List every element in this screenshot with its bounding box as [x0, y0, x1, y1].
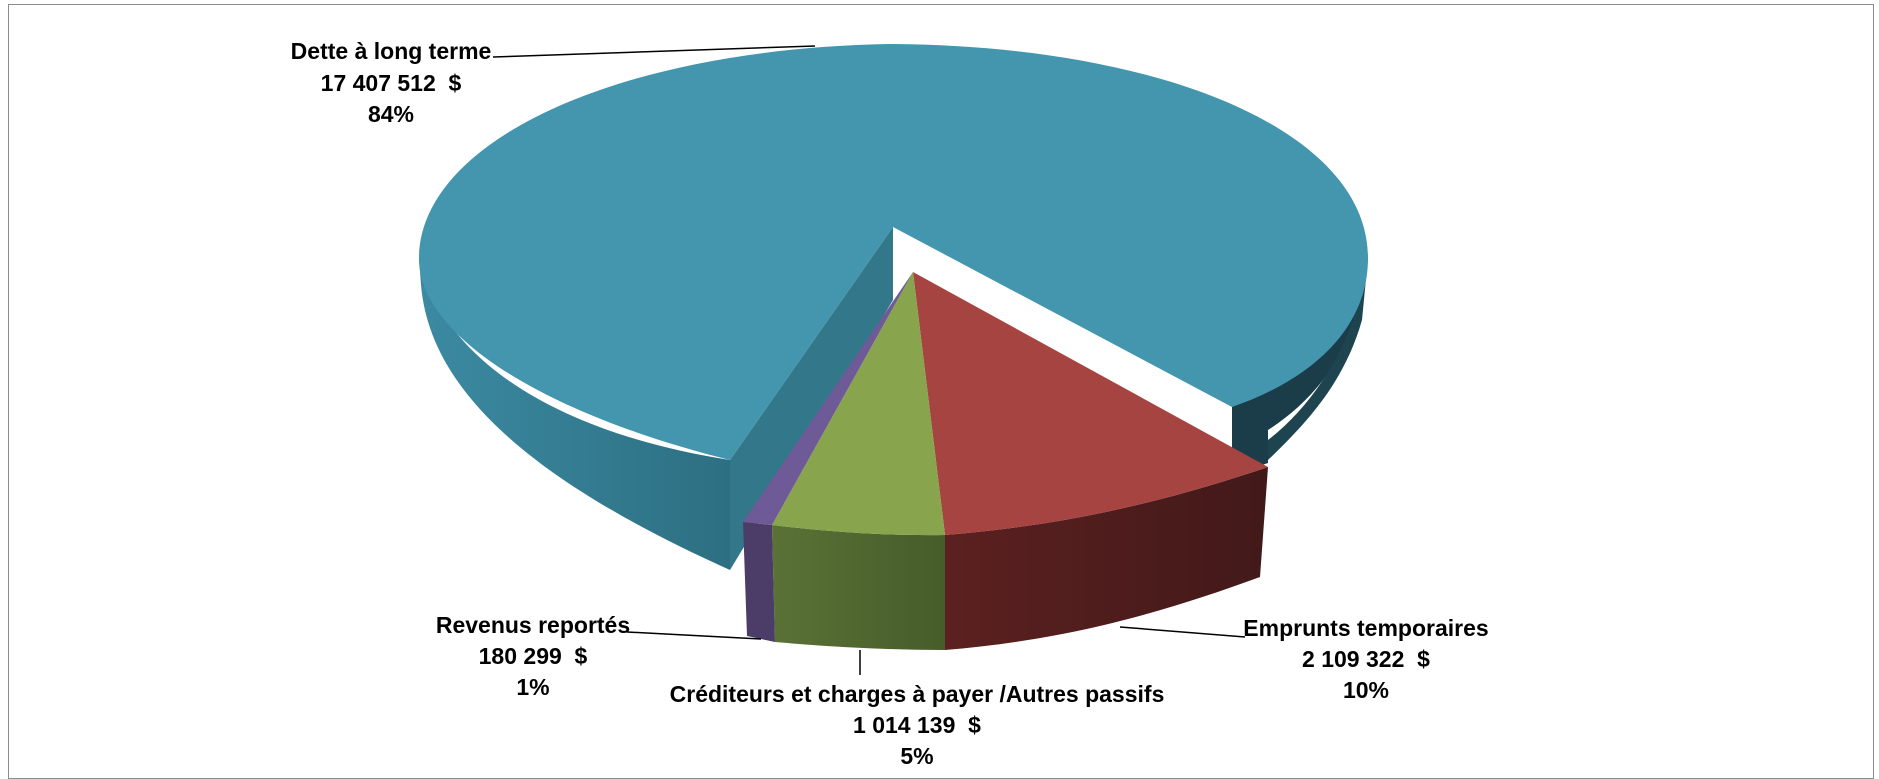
label-crediteurs-name: Créditeurs et charges à payer /Autres pa…: [670, 681, 1165, 707]
slice-dette-long-terme-top: [418, 44, 1368, 460]
leader-lines: [492, 45, 1246, 675]
leader-line-revenus: [626, 631, 762, 640]
slice-revenus-reportes-side: [743, 522, 775, 642]
label-revenus-name: Revenus reportés: [436, 612, 630, 638]
slice-revenus-reportes: [743, 272, 913, 642]
slice-dette-long-terme-side: [419, 258, 730, 570]
slice-crediteurs-side: [772, 525, 945, 650]
slice-emprunts-temporaires-side: [945, 467, 1268, 650]
data-label-emprunts: Emprunts temporaires 2 109 322 $ 10%: [1243, 615, 1488, 703]
leader-line-emprunts: [1119, 626, 1246, 638]
slice-emprunts-temporaires-top: [913, 272, 1268, 535]
slice-crediteurs: [772, 272, 945, 650]
label-emprunts-name: Emprunts temporaires: [1243, 615, 1488, 641]
data-label-revenus: Revenus reportés 180 299 $ 1%: [436, 612, 630, 700]
label-emprunts-value: 2 109 322 $: [1302, 646, 1430, 672]
label-crediteurs-value: 1 014 139 $: [853, 712, 981, 738]
label-revenus-percent: 1%: [516, 674, 549, 700]
slice-dette-long-terme-inner: [893, 227, 1368, 475]
slice-dette-long-terme-rim: [1268, 258, 1368, 460]
label-dette-percent: 84%: [368, 101, 414, 127]
slice-crediteurs-top: [772, 272, 945, 536]
label-revenus-value: 180 299 $: [479, 643, 588, 669]
label-crediteurs-percent: 5%: [900, 743, 933, 769]
slice-revenus-reportes-top: [743, 272, 913, 525]
leader-line-dette: [492, 45, 816, 58]
slice-emprunts-temporaires: [913, 272, 1268, 650]
data-label-dette: Dette à long terme 17 407 512 $ 84%: [291, 38, 492, 127]
label-dette-value: 17 407 512 $: [321, 70, 462, 96]
label-emprunts-percent: 10%: [1343, 677, 1389, 703]
label-dette-name: Dette à long terme: [291, 38, 492, 64]
data-label-crediteurs: Créditeurs et charges à payer /Autres pa…: [670, 681, 1165, 769]
